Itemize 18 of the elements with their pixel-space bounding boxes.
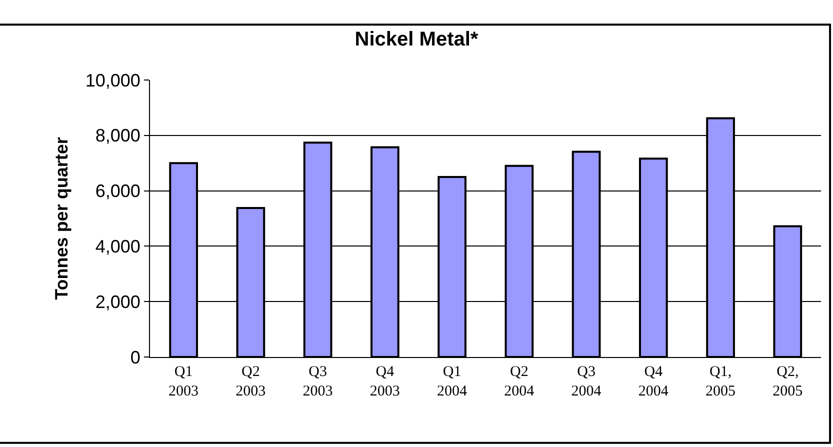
x-tick-label: Q4 2003 [370, 364, 400, 400]
x-tick-label: Q2 2004 [504, 364, 535, 400]
x-tick-label: Q3 2003 [302, 364, 333, 400]
y-tick-label: 8,000 [95, 126, 140, 146]
y-tick-label: 6,000 [95, 181, 140, 202]
y-axis-title: Tonnes per quarter [52, 137, 72, 300]
x-tick-label: Q1 2004 [437, 364, 468, 400]
x-tick-label: Q2, 2005 [772, 364, 803, 400]
x-tick-label: Q4 2004 [638, 364, 669, 400]
x-tick-label: Q2 2003 [236, 364, 266, 400]
chart-title: Nickel Metal* [354, 28, 478, 50]
y-tick-label: 4,000 [95, 236, 140, 256]
x-tick-label: Q1 2003 [168, 364, 199, 400]
y-tick-label: 0 [130, 347, 140, 368]
y-tick-label: 2,000 [95, 292, 140, 312]
x-tick-label: Q3 2004 [571, 364, 602, 400]
x-tick-label: Q1, 2005 [706, 364, 736, 400]
y-tick-label: 10,000 [85, 70, 140, 90]
